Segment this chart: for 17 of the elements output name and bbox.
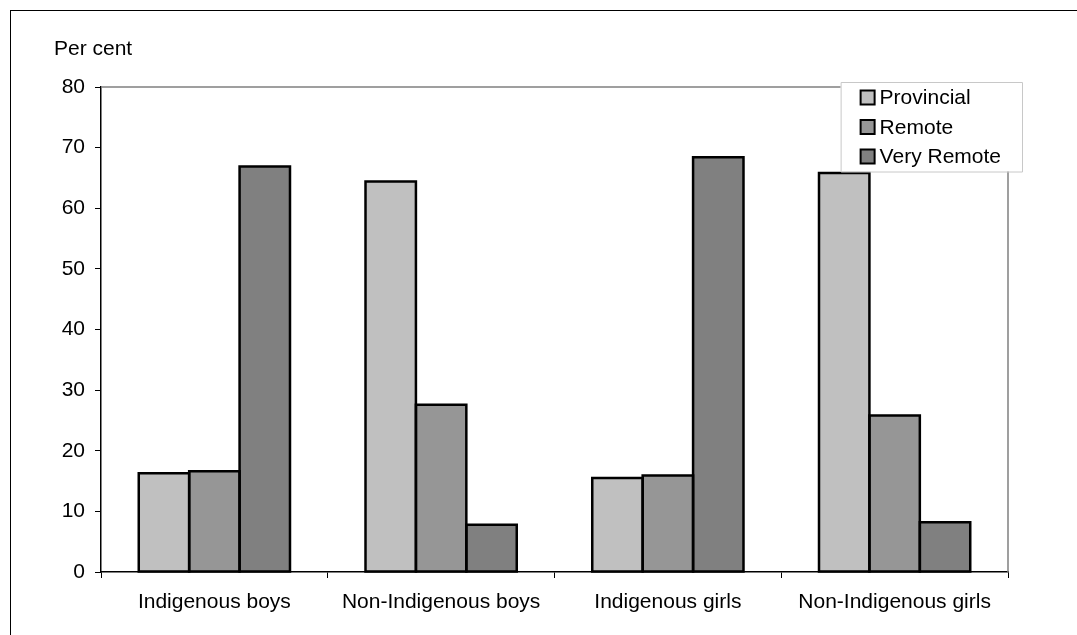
y-tick-label: 10 [61, 498, 85, 522]
y-axis-title: Per cent [54, 35, 133, 59]
x-tick-label: Indigenous girls [594, 589, 742, 613]
y-tick-label: 60 [61, 195, 85, 219]
x-tick-label: Non-Indigenous girls [798, 589, 991, 613]
legend-label: Provincial [879, 85, 971, 109]
y-tick-label: 20 [61, 437, 85, 461]
y-tick-label: 70 [61, 134, 85, 158]
legend-label: Remote [879, 114, 954, 138]
y-tick-label: 80 [61, 73, 85, 97]
x-tick-label: Indigenous boys [137, 589, 291, 613]
y-tick-label: 30 [61, 376, 85, 400]
x-tick-label: Non-Indigenous boys [341, 589, 541, 613]
y-tick-label: 50 [61, 255, 85, 279]
y-tick-label: 40 [61, 316, 85, 340]
y-tick-label: 0 [73, 558, 85, 582]
legend-label: Very Remote [879, 144, 1001, 168]
